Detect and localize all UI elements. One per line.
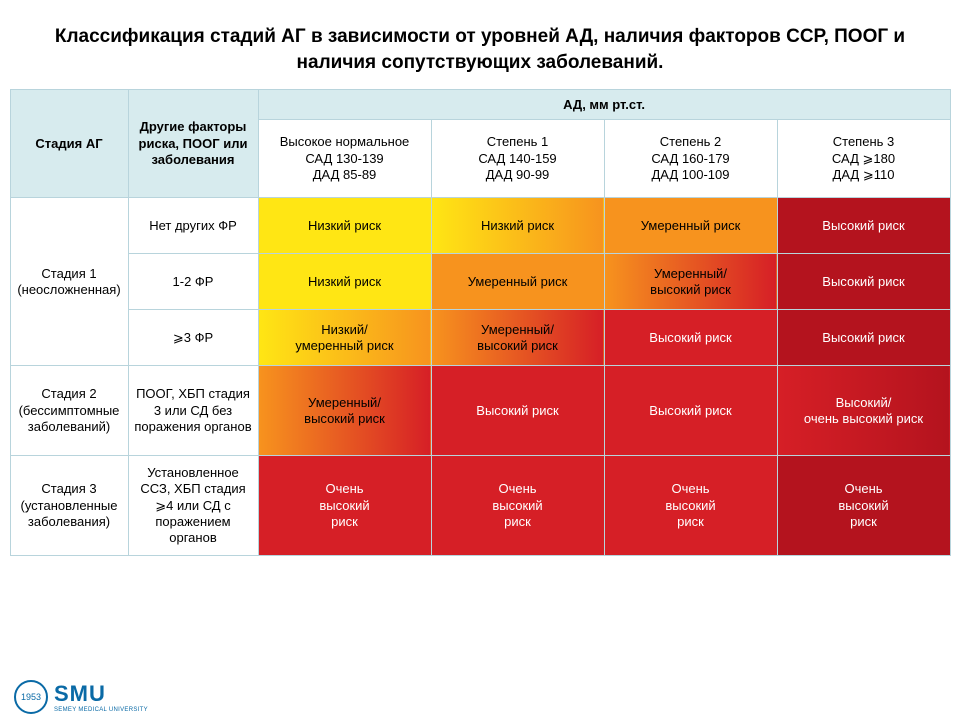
risk-cell: Умеренный/ высокий риск (431, 310, 604, 366)
risk-cell: Умеренный/ высокий риск (604, 254, 777, 310)
col-header-stage: Стадия АГ (10, 90, 128, 198)
risk-table: Стадия АГДругие факторы риска, ПООГ или … (10, 89, 951, 556)
risk-cell: Высокий риск (431, 366, 604, 456)
stage-label-1: Стадия 2 (бессимптомные заболеваний) (10, 366, 128, 456)
risk-cell: Высокий риск (777, 198, 950, 254)
page-title: Классификация стадий АГ в зависимости от… (0, 0, 960, 89)
col-header-bp-1: Степень 1 САД 140-159 ДАД 90-99 (431, 120, 604, 198)
factor-cell: 1-2 ФР (128, 254, 258, 310)
risk-cell: Низкий/ умеренный риск (258, 310, 431, 366)
risk-cell: Низкий риск (431, 198, 604, 254)
risk-cell: Очень высокий риск (431, 456, 604, 556)
logo-acronym: SMU (54, 681, 148, 707)
logo: 1953 SMU SEMEY MEDICAL UNIVERSITY (14, 680, 148, 714)
col-header-factors: Другие факторы риска, ПООГ или заболеван… (128, 90, 258, 198)
risk-cell: Высокий риск (604, 310, 777, 366)
risk-cell: Низкий риск (258, 198, 431, 254)
risk-cell: Высокий риск (604, 366, 777, 456)
logo-badge-icon: 1953 (14, 680, 48, 714)
risk-cell: Очень высокий риск (777, 456, 950, 556)
factor-cell: Установленное ССЗ, ХБП стадия ⩾4 или СД … (128, 456, 258, 556)
logo-full: SEMEY MEDICAL UNIVERSITY (54, 707, 148, 713)
col-header-bp-0: Высокое нормальное САД 130-139 ДАД 85-89 (258, 120, 431, 198)
factor-cell: ⩾3 ФР (128, 310, 258, 366)
risk-cell: Умеренный риск (604, 198, 777, 254)
risk-cell: Высокий риск (777, 254, 950, 310)
risk-cell: Очень высокий риск (258, 456, 431, 556)
col-header-bp-group: АД, мм рт.ст. (258, 90, 950, 120)
col-header-bp-2: Степень 2 САД 160-179 ДАД 100-109 (604, 120, 777, 198)
risk-cell: Высокий/ очень высокий риск (777, 366, 950, 456)
risk-cell: Умеренный риск (431, 254, 604, 310)
risk-cell: Высокий риск (777, 310, 950, 366)
risk-cell: Очень высокий риск (604, 456, 777, 556)
col-header-bp-3: Степень 3 САД ⩾180 ДАД ⩾110 (777, 120, 950, 198)
stage-label-0: Стадия 1 (неосложненная) (10, 198, 128, 366)
factor-cell: Нет других ФР (128, 198, 258, 254)
stage-label-2: Стадия 3 (установленные заболевания) (10, 456, 128, 556)
factor-cell: ПООГ, ХБП стадия 3 или СД без поражения … (128, 366, 258, 456)
risk-cell: Умеренный/ высокий риск (258, 366, 431, 456)
risk-cell: Низкий риск (258, 254, 431, 310)
